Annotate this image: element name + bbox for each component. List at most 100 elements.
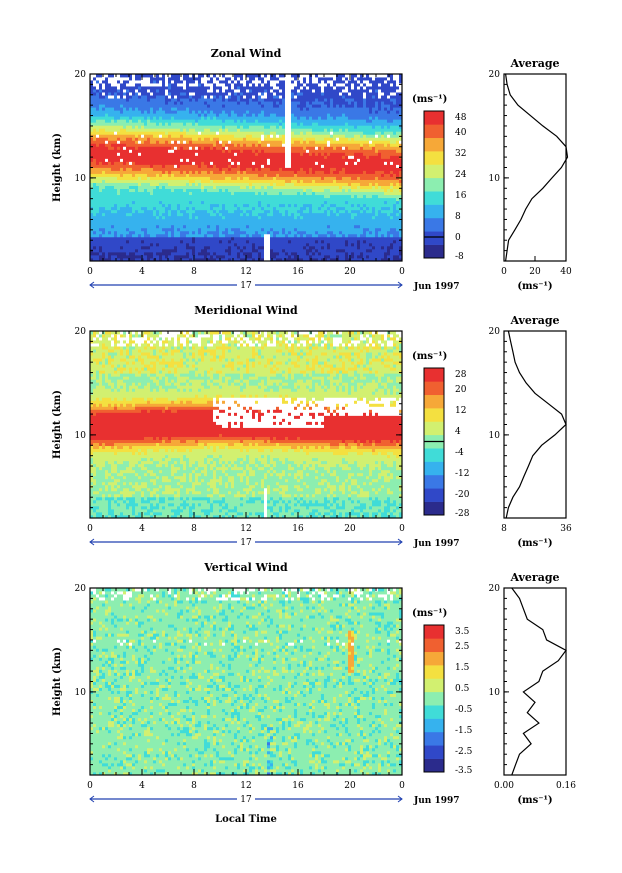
heatmap-cell: [93, 155, 97, 159]
heatmap-cell: [321, 122, 325, 126]
heatmap-cell: [174, 179, 178, 183]
heatmap-cell: [255, 128, 259, 132]
heatmap-cell: [210, 239, 214, 244]
heatmap-cell: [312, 179, 316, 183]
heatmap-cell: [315, 98, 319, 102]
heatmap-cell: [114, 218, 118, 223]
heatmap-cell: [213, 188, 217, 193]
heatmap-cell: [309, 176, 313, 180]
heatmap-cell: [219, 257, 223, 262]
heatmap-cell: [114, 224, 118, 229]
heatmap-cell: [129, 122, 133, 126]
heatmap-cell: [324, 224, 328, 229]
heatmap-cell: [159, 134, 163, 138]
heatmap-cell: [156, 230, 160, 235]
heatmap-cell: [306, 110, 310, 114]
heatmap-cell: [186, 104, 190, 108]
heatmap-cell: [156, 254, 160, 259]
heatmap-cell: [207, 152, 211, 156]
heatmap-cell: [267, 221, 271, 226]
heatmap-cell: [252, 74, 256, 78]
heatmap-cell: [282, 230, 286, 235]
heatmap-cell: [180, 254, 184, 259]
heatmap-cell: [249, 107, 253, 111]
heatmap-cell: [102, 176, 106, 180]
heatmap-cell: [270, 242, 274, 247]
heatmap-cell: [312, 221, 316, 226]
heatmap-cell: [204, 89, 208, 93]
heatmap-cell: [183, 176, 187, 180]
heatmap-cell: [249, 131, 253, 135]
heatmap-cell: [285, 113, 289, 117]
heatmap-cell: [261, 218, 265, 223]
heatmap-cell: [243, 170, 247, 174]
heatmap-cell: [153, 107, 157, 111]
heatmap-cell: [147, 191, 151, 196]
heatmap-cell: [168, 242, 172, 247]
heatmap-cell: [192, 86, 196, 90]
heatmap-cell: [309, 173, 313, 177]
heatmap-cell: [273, 107, 277, 111]
heatmap-cell: [321, 116, 325, 120]
heatmap-cell: [126, 101, 130, 105]
heatmap-cell: [261, 161, 265, 165]
heatmap-cell: [174, 80, 178, 84]
heatmap-cell: [321, 164, 325, 168]
heatmap-cell: [138, 80, 142, 84]
heatmap-cell: [123, 134, 127, 138]
heatmap-cell: [288, 119, 292, 123]
heatmap-cell: [105, 236, 109, 241]
heatmap-cell: [138, 170, 142, 174]
heatmap-cell: [114, 101, 118, 105]
heatmap-cell: [219, 248, 223, 253]
heatmap-cell: [156, 206, 160, 211]
heatmap-cell: [309, 149, 313, 153]
heatmap-cell: [240, 107, 244, 111]
heatmap-cell: [234, 254, 238, 259]
heatmap-cell: [117, 83, 121, 87]
heatmap-cell: [138, 212, 142, 217]
heatmap-cell: [168, 248, 172, 253]
heatmap-cell: [189, 92, 193, 96]
heatmap-cell: [306, 80, 310, 84]
heatmap-cell: [210, 191, 214, 196]
heatmap-cell: [90, 116, 94, 120]
heatmap-cell: [249, 245, 253, 250]
heatmap-cell: [264, 146, 268, 150]
heatmap-cell: [243, 98, 247, 102]
heatmap-cell: [105, 161, 109, 165]
heatmap-cell: [258, 191, 262, 196]
heatmap-cell: [243, 125, 247, 129]
heatmap-cell: [159, 185, 163, 190]
heatmap-cell: [240, 116, 244, 120]
heatmap-cell: [144, 209, 148, 214]
heatmap-cell: [231, 224, 235, 229]
heatmap-cell: [90, 140, 94, 144]
heatmap-cell: [186, 74, 190, 78]
heatmap-cell: [102, 113, 106, 117]
heatmap-cell: [252, 161, 256, 165]
heatmap-cell: [321, 143, 325, 147]
heatmap-cell: [213, 218, 217, 223]
heatmap-cell: [273, 242, 277, 247]
heatmap-cell: [204, 257, 208, 262]
heatmap-cell: [126, 149, 130, 153]
heatmap-cell: [177, 77, 181, 81]
heatmap-cell: [150, 134, 154, 138]
heatmap-cell: [309, 152, 313, 156]
heatmap-cell: [321, 98, 325, 102]
heatmap-cell: [144, 155, 148, 159]
heatmap-cell: [177, 185, 181, 190]
heatmap-cell: [153, 182, 157, 186]
heatmap-cell: [258, 170, 262, 174]
heatmap-cell: [234, 86, 238, 90]
heatmap-cell: [168, 122, 172, 126]
heatmap-cell: [324, 254, 328, 259]
heatmap-cell: [249, 143, 253, 147]
heatmap-cell: [180, 194, 184, 199]
heatmap-cell: [144, 116, 148, 120]
heatmap-cell: [321, 113, 325, 117]
heatmap-cell: [159, 188, 163, 193]
heatmap-cell: [249, 176, 253, 180]
